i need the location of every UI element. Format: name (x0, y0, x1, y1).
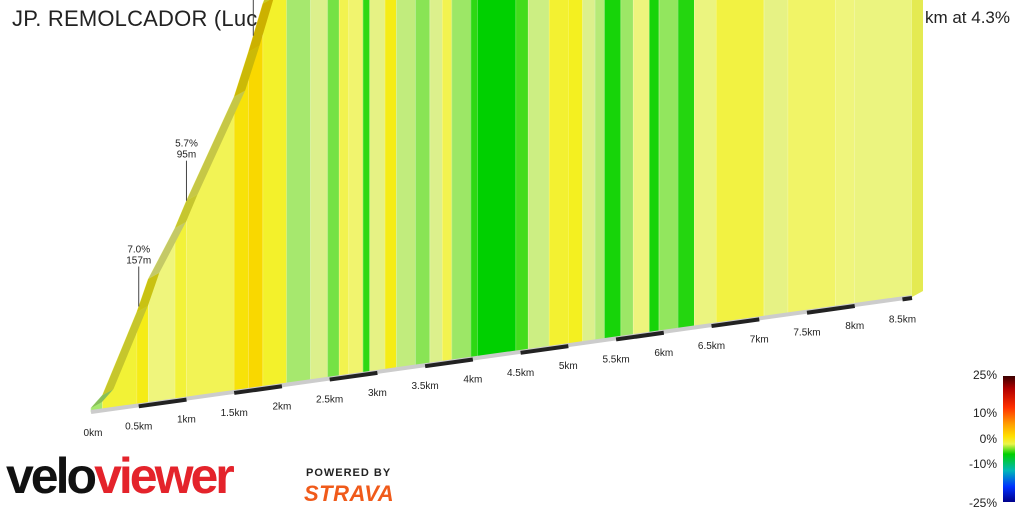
profile-segment (262, 0, 288, 389)
x-tick-label: 6.5km (698, 341, 725, 352)
profile-segment (429, 0, 443, 365)
profile-segment (548, 0, 569, 349)
x-tick-label: 1km (177, 415, 196, 426)
km-marker (329, 370, 378, 382)
profile-segment (477, 0, 517, 359)
profile-segment (787, 0, 836, 315)
profile-segment (442, 0, 453, 364)
climb-summary: 8.6 km at 4.3% (896, 8, 1010, 27)
strava-logo[interactable]: STRAVA (304, 481, 395, 506)
profile-end-cap (912, 0, 923, 297)
profile-segment (694, 0, 717, 328)
annotation-length: 157m (126, 256, 151, 267)
profile-segment (677, 0, 695, 331)
logo-viewer-text: viewer (94, 448, 235, 504)
powered-by-label: POWERED BY (306, 467, 392, 479)
km-marker (138, 397, 187, 409)
profile-segment (310, 0, 329, 382)
profile-segment (348, 0, 364, 377)
distance-axis: 0km 0.5km 1km 1.5km 2km 2.5km 3km 3.5km 4km 4.5km… (84, 295, 916, 439)
km-marker (615, 330, 665, 342)
profile-ridge-segment (175, 194, 198, 228)
x-tick-label: 8.5km (889, 314, 916, 325)
axis-line (90, 295, 913, 414)
profile-ridge-segment (262, 0, 270, 4)
profile-segment (527, 0, 550, 352)
km-marker (711, 317, 760, 329)
legend-label-25: 25% (972, 368, 997, 382)
profile-top-face (91, 0, 923, 408)
profile-segment (632, 0, 650, 337)
legend-label-10: 10% (972, 406, 997, 420)
legend-label-0: 0% (979, 432, 997, 446)
legend-label-minus25: -25% (968, 496, 997, 510)
profile-segment (582, 0, 596, 344)
x-tick-label: 5km (559, 361, 578, 372)
profile-segment (515, 0, 529, 353)
annotation-length: 95m (177, 150, 196, 161)
profile-segment (715, 0, 765, 325)
profile-segment (384, 0, 397, 372)
profile-side-face (90, 0, 913, 413)
profile-ridge-segment (148, 221, 187, 279)
logo-velo-text: velo (6, 448, 97, 504)
x-tick-label: 2km (272, 401, 291, 412)
profile-ridge-segment (91, 389, 114, 408)
x-tick-label: 5.5km (602, 354, 629, 365)
profile-ridge-segment (136, 272, 160, 313)
x-tick-label: 0.5km (125, 421, 152, 432)
km-marker (233, 384, 283, 395)
profile-segment (835, 0, 856, 309)
x-tick-label: 0km (84, 428, 103, 439)
x-tick-label: 7.5km (793, 328, 820, 339)
x-tick-label: 6km (654, 348, 673, 359)
x-tick-label: 8km (845, 321, 864, 332)
x-tick-label: 4km (463, 375, 482, 386)
km-marker (902, 296, 913, 302)
x-tick-label: 7km (750, 334, 769, 345)
x-tick-label: 2.5km (316, 395, 343, 406)
km-marker (424, 357, 474, 369)
x-tick-label: 3.5km (412, 381, 439, 392)
profile-segment (286, 0, 311, 385)
segment-annotations: 7.0%157m5.7%95m8.2%117m5.3%39m7.0%68m5.3… (126, 0, 254, 307)
profile-segment (451, 0, 472, 362)
x-tick-label: 4.5km (507, 368, 534, 379)
gradient-color-legend (1003, 376, 1015, 502)
profile-ridge-segment (248, 0, 274, 52)
profile-segment (620, 0, 634, 339)
profile-segment (658, 0, 679, 333)
x-tick-label: 3km (368, 388, 387, 399)
profile-segment (362, 0, 371, 375)
profile-segment (649, 0, 660, 335)
annotation-grade: 7.0% (127, 245, 150, 256)
profile-ridge-segment (234, 45, 260, 97)
legend-label-minus10: -10% (968, 457, 997, 471)
profile-segment (604, 0, 622, 341)
veloviewer-logo[interactable]: veloviewer (6, 446, 235, 506)
profile-segment (338, 0, 350, 378)
profile-segment (594, 0, 605, 342)
profile-segment (568, 0, 583, 346)
profile-segment (470, 0, 478, 360)
profile-ridge-segment (102, 306, 148, 396)
annotation-grade: 5.7% (175, 139, 198, 150)
profile-segment (327, 0, 340, 380)
km-marker (806, 304, 855, 315)
profile-segment (763, 0, 789, 319)
profile-segment (396, 0, 416, 370)
profile-segment (854, 0, 913, 306)
profile-segment (369, 0, 386, 374)
x-tick-label: 1.5km (221, 408, 248, 419)
km-marker (520, 344, 569, 355)
profile-ridge-segment (186, 90, 246, 201)
profile-segment (415, 0, 431, 367)
